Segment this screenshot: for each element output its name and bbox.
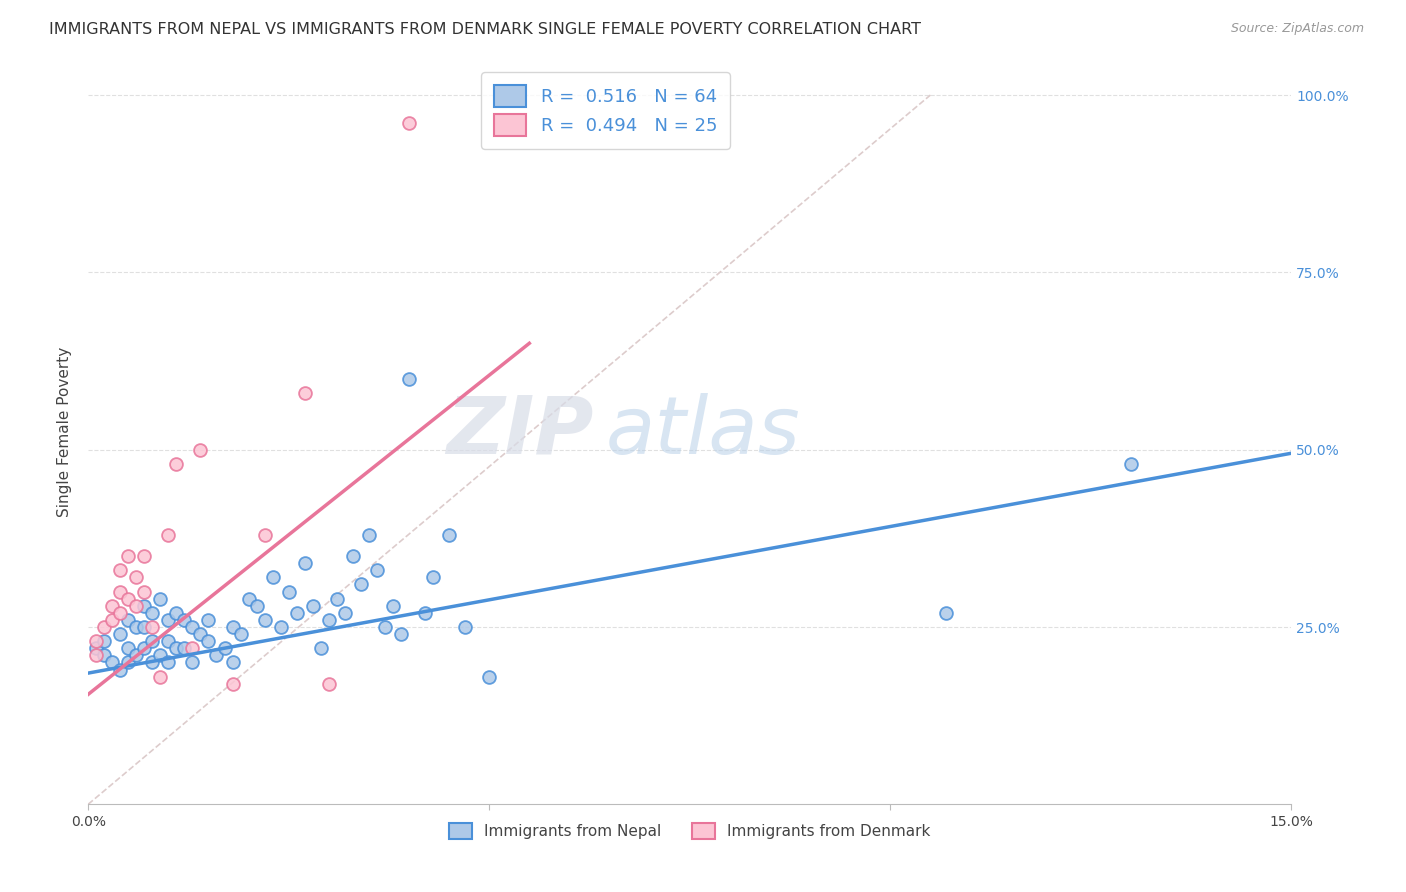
- Point: [342, 549, 364, 563]
- Point: [197, 634, 219, 648]
- Point: [134, 549, 156, 563]
- Point: [389, 627, 412, 641]
- Point: [134, 599, 156, 613]
- Point: [125, 570, 148, 584]
- Point: [190, 442, 212, 457]
- Point: [157, 613, 180, 627]
- Point: [181, 620, 204, 634]
- Point: [246, 599, 269, 613]
- Point: [181, 641, 204, 656]
- Point: [205, 648, 228, 663]
- Point: [350, 577, 373, 591]
- Point: [93, 620, 115, 634]
- Point: [437, 528, 460, 542]
- Point: [149, 591, 172, 606]
- Point: [309, 641, 332, 656]
- Point: [253, 613, 276, 627]
- Point: [253, 528, 276, 542]
- Point: [366, 563, 388, 577]
- Point: [333, 606, 356, 620]
- Point: [117, 549, 139, 563]
- Point: [262, 570, 284, 584]
- Point: [454, 620, 477, 634]
- Point: [117, 591, 139, 606]
- Point: [101, 599, 124, 613]
- Point: [117, 613, 139, 627]
- Point: [173, 641, 195, 656]
- Point: [270, 620, 292, 634]
- Point: [221, 677, 243, 691]
- Point: [221, 656, 243, 670]
- Point: [93, 648, 115, 663]
- Point: [110, 663, 132, 677]
- Point: [935, 606, 957, 620]
- Point: [157, 528, 180, 542]
- Point: [1119, 457, 1142, 471]
- Text: IMMIGRANTS FROM NEPAL VS IMMIGRANTS FROM DENMARK SINGLE FEMALE POVERTY CORRELATI: IMMIGRANTS FROM NEPAL VS IMMIGRANTS FROM…: [49, 22, 921, 37]
- Point: [110, 563, 132, 577]
- Point: [101, 613, 124, 627]
- Point: [229, 627, 252, 641]
- Point: [134, 584, 156, 599]
- Point: [117, 656, 139, 670]
- Point: [238, 591, 260, 606]
- Point: [141, 620, 163, 634]
- Point: [165, 641, 187, 656]
- Point: [190, 627, 212, 641]
- Point: [110, 584, 132, 599]
- Point: [221, 620, 243, 634]
- Point: [93, 634, 115, 648]
- Point: [422, 570, 444, 584]
- Point: [301, 599, 323, 613]
- Point: [398, 116, 420, 130]
- Legend: Immigrants from Nepal, Immigrants from Denmark: Immigrants from Nepal, Immigrants from D…: [443, 817, 936, 845]
- Point: [294, 386, 316, 401]
- Point: [381, 599, 404, 613]
- Point: [285, 606, 308, 620]
- Point: [84, 634, 107, 648]
- Point: [141, 634, 163, 648]
- Point: [165, 457, 187, 471]
- Y-axis label: Single Female Poverty: Single Female Poverty: [58, 347, 72, 517]
- Point: [84, 648, 107, 663]
- Text: ZIP: ZIP: [446, 393, 593, 471]
- Point: [181, 656, 204, 670]
- Point: [110, 606, 132, 620]
- Point: [134, 620, 156, 634]
- Point: [84, 641, 107, 656]
- Point: [125, 599, 148, 613]
- Point: [134, 641, 156, 656]
- Point: [294, 556, 316, 570]
- Point: [318, 677, 340, 691]
- Point: [157, 656, 180, 670]
- Point: [318, 613, 340, 627]
- Point: [149, 670, 172, 684]
- Point: [214, 641, 236, 656]
- Point: [357, 528, 380, 542]
- Point: [141, 606, 163, 620]
- Point: [117, 641, 139, 656]
- Text: Source: ZipAtlas.com: Source: ZipAtlas.com: [1230, 22, 1364, 36]
- Point: [277, 584, 299, 599]
- Point: [110, 627, 132, 641]
- Point: [125, 620, 148, 634]
- Point: [125, 648, 148, 663]
- Text: atlas: atlas: [606, 393, 800, 471]
- Point: [478, 670, 501, 684]
- Point: [197, 613, 219, 627]
- Point: [101, 656, 124, 670]
- Point: [149, 648, 172, 663]
- Point: [141, 656, 163, 670]
- Point: [326, 591, 349, 606]
- Point: [413, 606, 436, 620]
- Point: [374, 620, 396, 634]
- Point: [398, 372, 420, 386]
- Point: [157, 634, 180, 648]
- Point: [173, 613, 195, 627]
- Point: [165, 606, 187, 620]
